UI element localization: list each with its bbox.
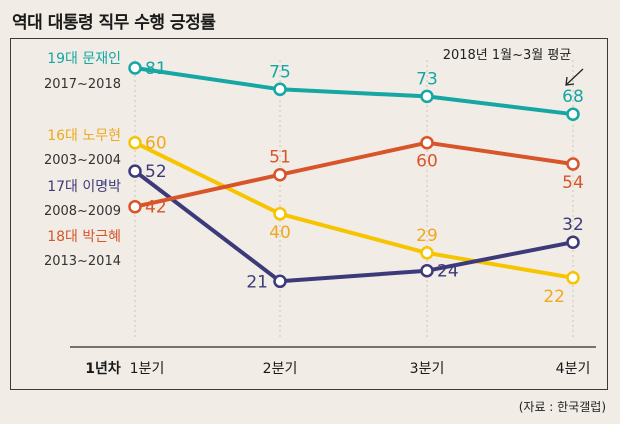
data-label-4-2: 51 <box>269 148 291 168</box>
data-label-3-4: 32 <box>562 215 584 235</box>
legend-years-1: 2017~2018 <box>44 77 121 92</box>
x-tick-label-2: 2분기 <box>263 361 298 377</box>
data-point-2-1 <box>128 135 142 150</box>
data-label-1-2: 75 <box>269 62 291 82</box>
data-point-2-4 <box>566 271 580 285</box>
legend-years-2: 2003~2004 <box>44 153 121 168</box>
data-label-2-3: 29 <box>416 226 438 246</box>
data-point-4-3 <box>420 135 434 150</box>
data-point-1-1 <box>128 61 142 75</box>
annotation-arrow-line <box>566 68 584 85</box>
data-label-1-3: 73 <box>416 69 438 89</box>
data-point-4-1 <box>128 199 142 214</box>
series-line-1 <box>133 66 575 117</box>
series-line-3 <box>133 169 575 284</box>
data-label-2-4: 22 <box>543 287 565 307</box>
data-point-1-3 <box>420 89 434 104</box>
x-tick-label-1: 1분기 <box>130 361 165 377</box>
legend-name-3: 17대 이명박 <box>47 179 121 195</box>
data-label-3-2: 21 <box>246 272 268 292</box>
data-point-3-4 <box>566 235 580 249</box>
data-label-2-1: 60 <box>145 134 167 154</box>
annotation-text: 2018년 1월~3월 평균 <box>443 48 572 63</box>
source-note: (자료 : 한국갤럽) <box>518 400 606 414</box>
data-point-3-3 <box>420 263 434 278</box>
data-label-1-1: 81 <box>145 59 167 79</box>
x-tick-label-3: 3분기 <box>410 361 445 377</box>
legend-years-3: 2008~2009 <box>44 204 121 219</box>
data-point-3-1 <box>128 164 142 178</box>
chart-title: 역대 대통령 직무 수행 긍정률 <box>12 13 216 33</box>
legend-years-4: 2013~2014 <box>44 254 121 269</box>
data-point-4-2 <box>273 167 287 182</box>
data-label-3-1: 52 <box>145 162 167 182</box>
data-label-2-2: 40 <box>269 223 291 243</box>
data-point-1-4 <box>566 107 580 121</box>
data-point-2-2 <box>273 207 287 221</box>
series-line-4 <box>133 140 575 209</box>
legend-name-2: 16대 노무현 <box>47 128 121 144</box>
legend-name-1: 19대 문재인 <box>47 51 121 67</box>
x-axis-prefix: 1년차 <box>85 361 121 377</box>
x-tick-label-4: 4분기 <box>556 361 591 377</box>
annotation-arrow-head <box>565 76 575 86</box>
data-label-1-4: 68 <box>562 87 584 107</box>
data-point-2-3 <box>420 246 434 260</box>
series-line-2 <box>133 140 575 280</box>
data-point-3-2 <box>273 274 287 289</box>
data-point-1-2 <box>273 82 287 97</box>
chart-frame <box>10 38 608 390</box>
data-label-4-3: 60 <box>416 152 438 172</box>
data-label-4-1: 42 <box>145 198 167 218</box>
data-point-4-4 <box>566 157 580 171</box>
data-label-4-4: 54 <box>562 173 584 193</box>
data-label-3-3: 24 <box>437 262 459 282</box>
legend-name-4: 18대 박근혜 <box>47 229 121 245</box>
